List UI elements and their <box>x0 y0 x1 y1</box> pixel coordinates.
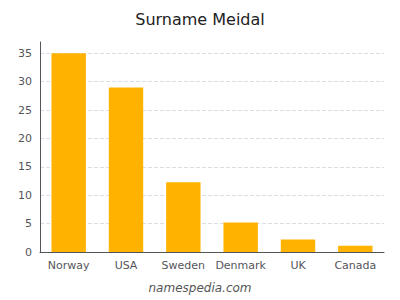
svg-text:0: 0 <box>25 246 32 259</box>
svg-text:Denmark: Denmark <box>215 259 266 272</box>
svg-text:UK: UK <box>290 259 306 272</box>
svg-text:Sweden: Sweden <box>162 259 205 272</box>
svg-text:35: 35 <box>18 47 32 60</box>
svg-text:Surname Meidal: Surname Meidal <box>135 10 265 29</box>
svg-text:namespedia.com: namespedia.com <box>148 281 251 295</box>
svg-text:20: 20 <box>18 132 32 145</box>
svg-text:5: 5 <box>25 217 32 230</box>
svg-text:30: 30 <box>18 75 32 88</box>
svg-text:Canada: Canada <box>334 259 376 272</box>
svg-text:10: 10 <box>18 189 32 202</box>
svg-text:25: 25 <box>18 104 32 117</box>
svg-text:USA: USA <box>115 259 138 272</box>
svg-text:15: 15 <box>18 160 32 173</box>
svg-text:Norway: Norway <box>48 259 90 272</box>
